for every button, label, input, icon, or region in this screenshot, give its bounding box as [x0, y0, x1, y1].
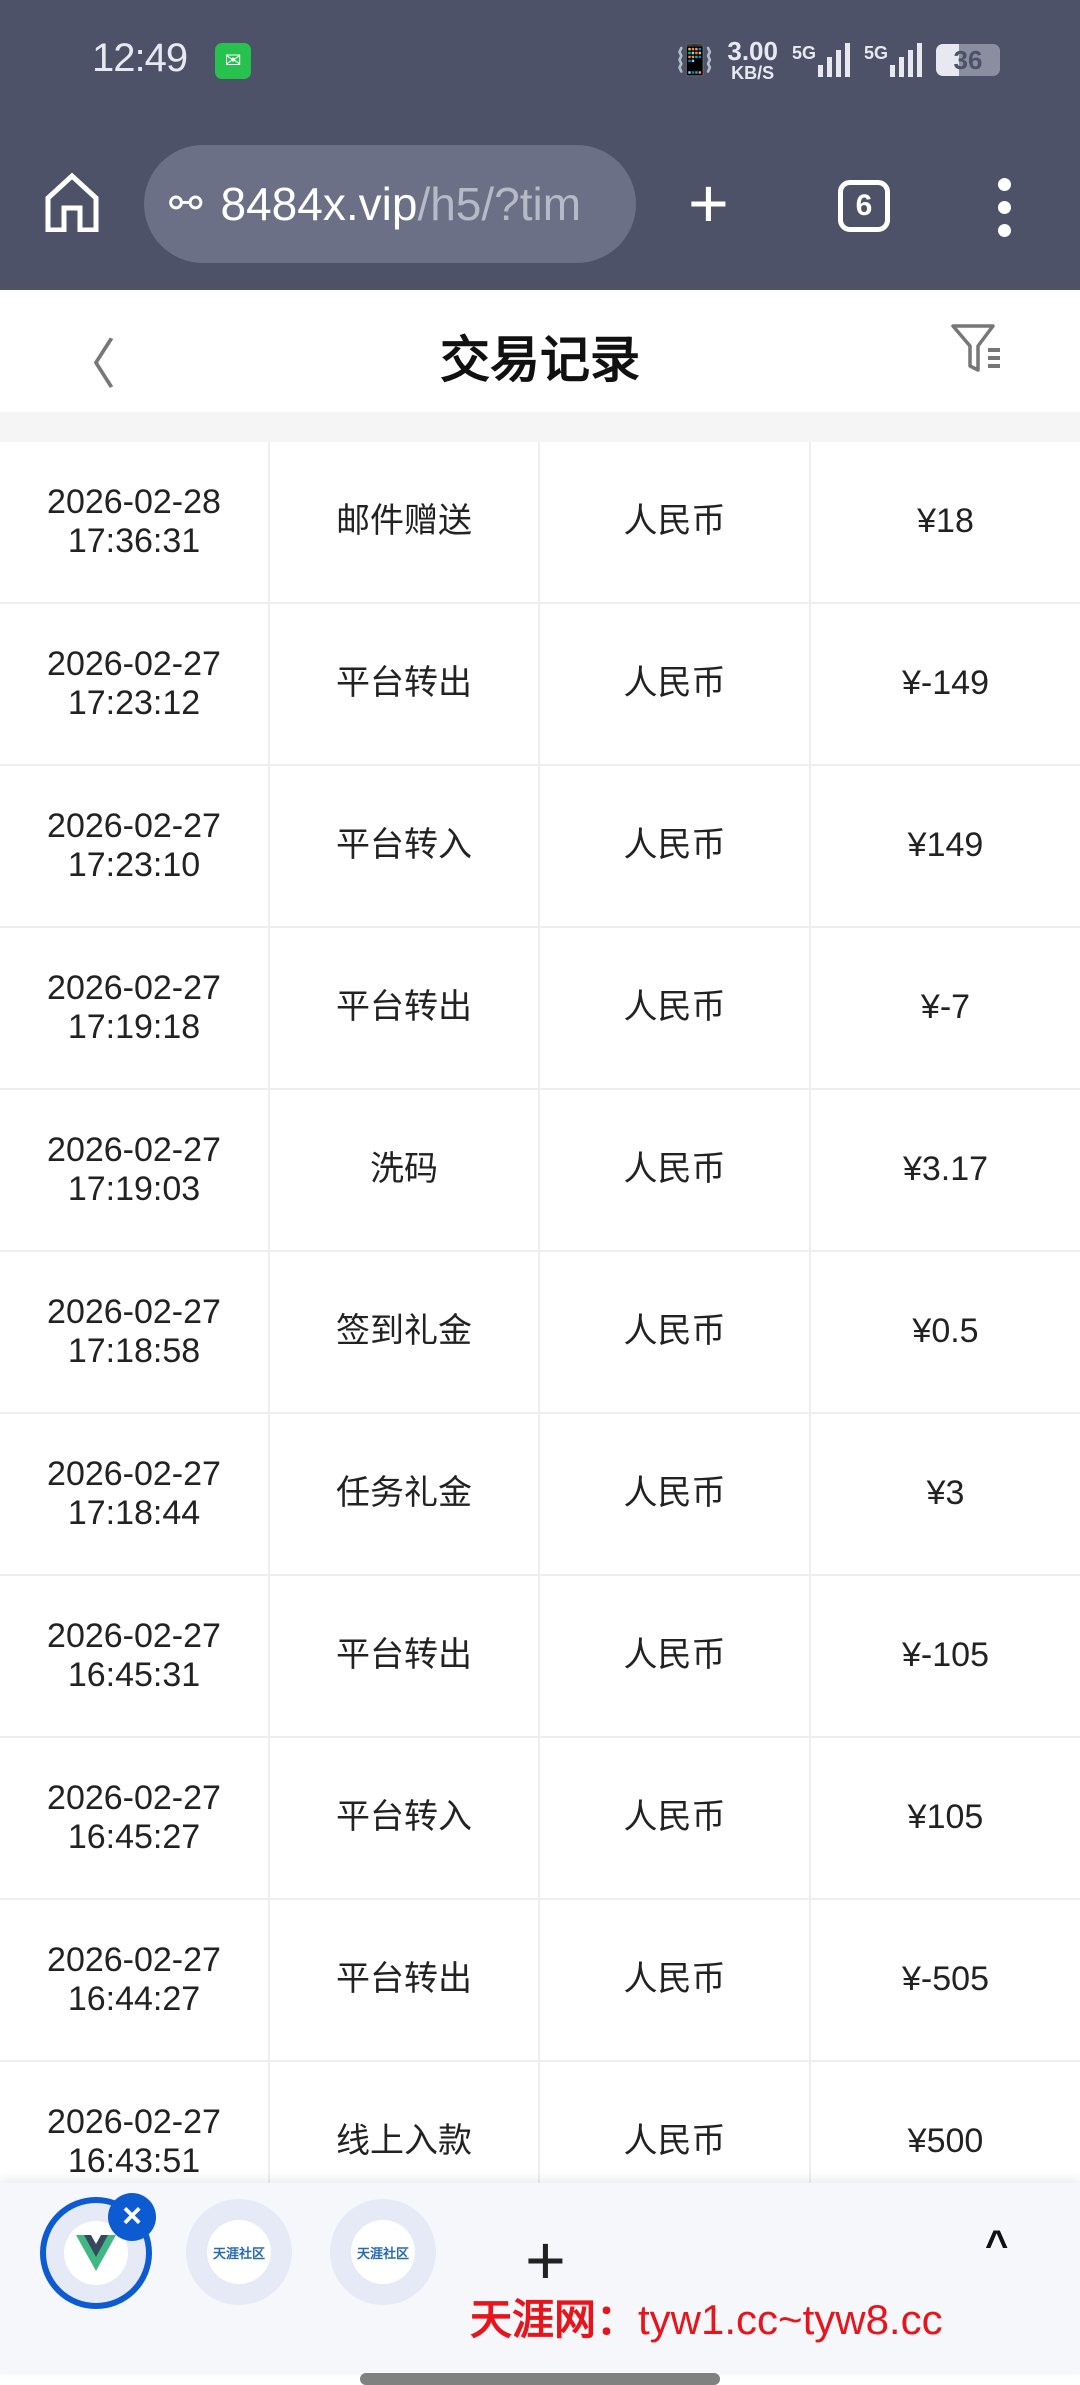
amount-cell: ¥3.17 — [902, 1150, 989, 1189]
datetime-cell: 2026-02-27 17:18:44 — [0, 1414, 270, 1574]
more-menu-icon[interactable] — [998, 178, 1012, 237]
type-cell: 任务礼金 — [270, 1414, 540, 1574]
status-icons: 📳 3.00 KB/S 5G 5G 36 — [676, 38, 1000, 82]
network-speed: 3.00 KB/S — [727, 36, 778, 83]
datetime-cell: 2026-02-27 16:45:27 — [0, 1738, 270, 1898]
type-cell: 平台转入 — [270, 766, 540, 926]
add-tab-icon[interactable]: + — [525, 2221, 566, 2299]
currency-cell: 人民币 — [540, 1738, 811, 1898]
signal-5g-2: 5G — [864, 43, 922, 77]
datetime-cell: 2026-02-27 16:44:27 — [0, 1900, 270, 2060]
table-row[interactable]: 2026-02-27 17:23:10 平台转入 人民币 ¥149 — [0, 766, 1080, 928]
amount-cell: ¥3 — [926, 1474, 965, 1513]
tianya-logo-icon: 天涯社区 — [351, 2220, 415, 2284]
type-cell: 线上入款 — [270, 2062, 540, 2222]
table-row[interactable]: 2026-02-27 17:18:58 签到礼金 人民币 ¥0.5 — [0, 1252, 1080, 1414]
wechat-notification-icon: ✉ — [215, 43, 251, 79]
table-row[interactable]: 2026-02-28 17:36:31 邮件赠送 人民币 ¥18 — [0, 442, 1080, 604]
datetime-cell: 2026-02-27 17:23:10 — [0, 766, 270, 926]
currency-cell: 人民币 — [540, 2062, 811, 2222]
datetime-cell: 2026-02-27 17:19:18 — [0, 928, 270, 1088]
home-icon[interactable] — [44, 172, 100, 232]
type-cell: 平台转出 — [270, 928, 540, 1088]
amount-cell: ¥-7 — [920, 988, 971, 1027]
type-cell: 平台转入 — [270, 1738, 540, 1898]
amount-cell: ¥-149 — [902, 664, 989, 703]
currency-cell: 人民币 — [540, 766, 811, 926]
browser-chrome: 12:49 ✉ 📳 3.00 KB/S 5G 5G 36 ⚯ 8484x.vip /… — [0, 0, 1080, 290]
amount-cell: ¥500 — [907, 2122, 984, 2161]
currency-cell: 人民币 — [540, 604, 811, 764]
type-cell: 洗码 — [270, 1090, 540, 1250]
signal-5g-1: 5G — [792, 43, 850, 77]
table-row[interactable]: 2026-02-27 17:19:03 洗码 人民币 ¥3.17 — [0, 1090, 1080, 1252]
datetime-cell: 2026-02-27 16:45:31 — [0, 1576, 270, 1736]
table-row[interactable]: 2026-02-27 16:45:27 平台转入 人民币 ¥105 — [0, 1738, 1080, 1900]
amount-cell: ¥-505 — [902, 1960, 989, 1999]
table-row[interactable]: 2026-02-27 16:45:31 平台转出 人民币 ¥-105 — [0, 1576, 1080, 1738]
amount-cell: ¥105 — [907, 1798, 984, 1837]
type-cell: 平台转出 — [270, 1900, 540, 2060]
close-tab-icon[interactable]: × — [108, 2193, 156, 2241]
records-table: 2026-02-28 17:36:31 邮件赠送 人民币 ¥18 2026-02-2… — [0, 442, 1080, 2224]
type-cell: 签到礼金 — [270, 1252, 540, 1412]
amount-cell: ¥18 — [917, 502, 974, 541]
tab-strip: × 天涯社区 天涯社区 + ^ 天涯网：tyw1.cc~tyw8.cc — [0, 2183, 1080, 2385]
datetime-cell: 2026-02-27 17:19:03 — [0, 1090, 270, 1250]
currency-cell: 人民币 — [540, 1576, 811, 1736]
chevron-up-icon[interactable]: ^ — [985, 2223, 1009, 2267]
gesture-handle[interactable] — [360, 2373, 720, 2385]
datetime-cell: 2026-02-28 17:36:31 — [0, 442, 270, 602]
amount-cell: ¥149 — [907, 826, 984, 865]
signal-icon — [817, 43, 850, 77]
amount-cell: ¥0.5 — [912, 1312, 979, 1351]
watermark: 天涯网：tyw1.cc~tyw8.cc — [470, 2295, 943, 2344]
signal-icon — [890, 43, 922, 77]
table-row[interactable]: 2026-02-27 17:18:44 任务礼金 人民币 ¥3 — [0, 1414, 1080, 1576]
site-settings-icon[interactable]: ⚯ — [169, 182, 203, 226]
page-header: 〈 交易记录 — [0, 290, 1080, 412]
vue-logo-icon — [64, 2221, 128, 2285]
back-icon[interactable]: 〈 — [62, 335, 116, 395]
new-tab-icon[interactable]: + — [688, 164, 729, 242]
vibrate-icon: 📳 — [676, 43, 714, 77]
type-cell: 邮件赠送 — [270, 442, 540, 602]
type-cell: 平台转出 — [270, 604, 540, 764]
battery-indicator: 36 — [936, 44, 1000, 76]
datetime-cell: 2026-02-27 17:23:12 — [0, 604, 270, 764]
tab-count-button[interactable]: 6 — [838, 180, 890, 232]
currency-cell: 人民币 — [540, 1414, 811, 1574]
filter-icon[interactable] — [950, 322, 1004, 376]
tab-tianya-2[interactable]: 天涯社区 — [330, 2199, 436, 2305]
datetime-cell: 2026-02-27 16:43:51 — [0, 2062, 270, 2222]
currency-cell: 人民币 — [540, 1252, 811, 1412]
table-row[interactable]: 2026-02-27 17:19:18 平台转出 人民币 ¥-7 — [0, 928, 1080, 1090]
type-cell: 平台转出 — [270, 1576, 540, 1736]
table-row[interactable]: 2026-02-27 16:44:27 平台转出 人民币 ¥-505 — [0, 1900, 1080, 2062]
table-row[interactable]: 2026-02-27 17:23:12 平台转出 人民币 ¥-149 — [0, 604, 1080, 766]
clock: 12:49 — [92, 36, 188, 80]
page-title: 交易记录 — [440, 332, 640, 388]
currency-cell: 人民币 — [540, 1900, 811, 2060]
datetime-cell: 2026-02-27 17:18:58 — [0, 1252, 270, 1412]
currency-cell: 人民币 — [540, 928, 811, 1088]
currency-cell: 人民币 — [540, 1090, 811, 1250]
address-bar[interactable]: ⚯ 8484x.vip/h5/?tim — [144, 145, 636, 263]
amount-cell: ¥-105 — [902, 1636, 989, 1675]
tianya-logo-icon: 天涯社区 — [207, 2220, 271, 2284]
currency-cell: 人民币 — [540, 442, 811, 602]
divider — [0, 412, 1080, 442]
tab-tianya-1[interactable]: 天涯社区 — [186, 2199, 292, 2305]
